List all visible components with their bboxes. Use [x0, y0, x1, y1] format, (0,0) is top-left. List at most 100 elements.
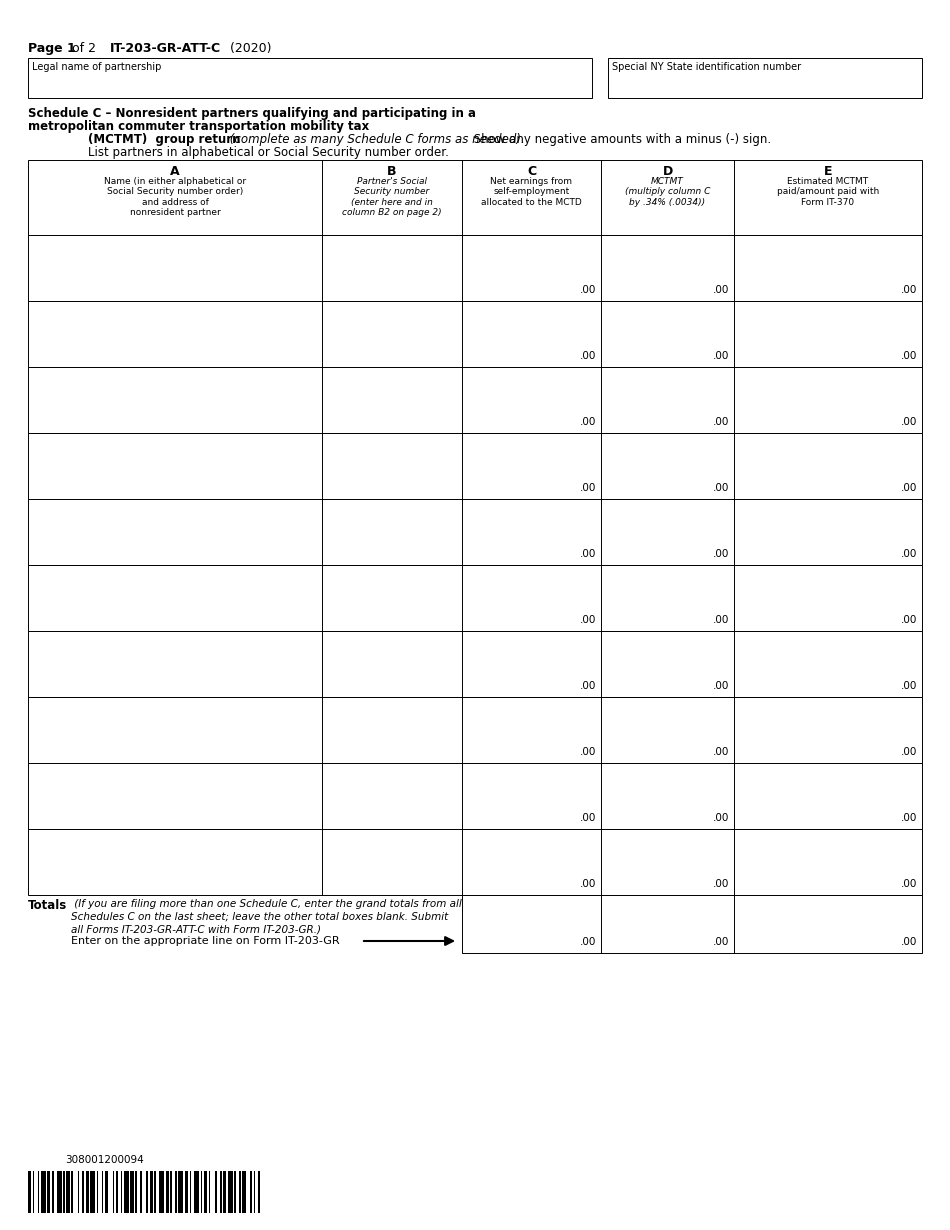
Bar	[28, 367, 922, 433]
Bar	[228, 1171, 233, 1213]
Text: Schedule C – Nonresident partners qualifying and participating in a: Schedule C – Nonresident partners qualif…	[28, 107, 480, 121]
Text: E: E	[824, 165, 832, 178]
Bar	[113, 1171, 114, 1213]
Text: (complete as many Schedule C forms as needed).: (complete as many Schedule C forms as ne…	[226, 133, 524, 146]
Text: B: B	[388, 165, 397, 178]
Bar	[52, 1171, 53, 1213]
Text: C: C	[527, 165, 536, 178]
Bar	[104, 1171, 108, 1213]
Bar	[90, 1171, 95, 1213]
Text: Show any negative amounts with a minus (-) sign.: Show any negative amounts with a minus (…	[470, 133, 771, 146]
Bar	[28, 565, 922, 631]
Bar	[195, 1171, 200, 1213]
Bar	[78, 1171, 79, 1213]
Text: .00: .00	[901, 615, 917, 625]
Text: of 2: of 2	[68, 42, 108, 55]
Text: Special NY State identification number: Special NY State identification number	[612, 62, 801, 73]
Text: IT-203-GR-ATT-C: IT-203-GR-ATT-C	[110, 42, 221, 55]
Text: .00: .00	[580, 813, 596, 823]
Bar	[28, 160, 922, 235]
Bar	[140, 1171, 142, 1213]
Text: .00: .00	[712, 549, 729, 558]
Bar	[97, 1171, 99, 1213]
Bar	[28, 763, 922, 829]
Text: all Forms IT-203-GR-ATT-C with Form IT-203-GR.): all Forms IT-203-GR-ATT-C with Form IT-2…	[71, 925, 321, 935]
Text: A: A	[170, 165, 180, 178]
Bar	[57, 1171, 62, 1213]
Bar	[28, 235, 922, 301]
Text: .00: .00	[712, 351, 729, 360]
Bar	[149, 1171, 153, 1213]
Bar	[41, 1171, 46, 1213]
Text: .00: .00	[712, 615, 729, 625]
Bar	[155, 1171, 156, 1213]
Bar	[28, 697, 922, 763]
Bar	[209, 1171, 210, 1213]
Text: .00: .00	[712, 681, 729, 691]
Bar	[130, 1171, 134, 1213]
Bar	[216, 1171, 217, 1213]
Bar	[235, 1171, 236, 1213]
Text: .00: .00	[580, 937, 596, 947]
Text: .00: .00	[580, 681, 596, 691]
Text: Enter on the appropriate line on Form IT-203-GR: Enter on the appropriate line on Form IT…	[71, 936, 340, 946]
Text: .00: .00	[580, 549, 596, 558]
Bar	[165, 1171, 169, 1213]
Text: (If you are filing more than one Schedule C, enter the grand totals from all: (If you are filing more than one Schedul…	[71, 899, 462, 909]
Text: .00: .00	[580, 351, 596, 360]
Text: .00: .00	[712, 879, 729, 889]
Text: Page 1: Page 1	[28, 42, 76, 55]
Bar	[251, 1171, 252, 1213]
Text: .00: .00	[712, 417, 729, 427]
Bar	[242, 1171, 246, 1213]
Text: Schedules C on the last sheet; leave the other total boxes blank. Submit: Schedules C on the last sheet; leave the…	[71, 911, 448, 922]
Text: .00: .00	[901, 813, 917, 823]
Bar	[254, 1171, 256, 1213]
Bar	[28, 301, 922, 367]
Text: metropolitan commuter transportation mobility tax: metropolitan commuter transportation mob…	[28, 121, 370, 133]
Text: Legal name of partnership: Legal name of partnership	[32, 62, 162, 73]
Text: .00: .00	[901, 549, 917, 558]
Text: .00: .00	[712, 285, 729, 295]
Text: Partner's Social
Security number
(enter here and in
column B2 on page 2): Partner's Social Security number (enter …	[342, 177, 442, 218]
Text: .00: .00	[580, 285, 596, 295]
Text: Estimated MCTMT
paid/amount paid with
Form IT-370: Estimated MCTMT paid/amount paid with Fo…	[777, 177, 879, 207]
Text: (MCTMT)  group return: (MCTMT) group return	[88, 133, 240, 146]
Text: List partners in alphabetical or Social Security number order.: List partners in alphabetical or Social …	[88, 146, 448, 159]
Bar	[48, 1171, 50, 1213]
Bar	[190, 1171, 191, 1213]
Bar	[170, 1171, 172, 1213]
Text: .00: .00	[901, 879, 917, 889]
Bar	[102, 1171, 104, 1213]
Text: .00: .00	[712, 813, 729, 823]
Text: 308001200094: 308001200094	[65, 1155, 143, 1165]
Bar	[462, 895, 922, 953]
Text: Name (in either alphabetical or
Social Security number order)
and address of
non: Name (in either alphabetical or Social S…	[104, 177, 246, 218]
Bar	[179, 1171, 183, 1213]
Bar	[64, 1171, 65, 1213]
Text: .00: .00	[712, 747, 729, 756]
Text: .00: .00	[580, 747, 596, 756]
Bar	[200, 1171, 202, 1213]
Bar	[28, 1171, 31, 1213]
Bar	[175, 1171, 177, 1213]
Bar	[223, 1171, 226, 1213]
Bar	[135, 1171, 137, 1213]
Bar	[66, 1171, 69, 1213]
Bar	[33, 1171, 34, 1213]
Bar	[38, 1171, 39, 1213]
Bar	[28, 58, 592, 98]
Text: .00: .00	[901, 417, 917, 427]
Bar	[86, 1171, 88, 1213]
Text: MCTMT
(multiply column C
by .34% (.0034)): MCTMT (multiply column C by .34% (.0034)…	[625, 177, 711, 207]
Text: .00: .00	[901, 351, 917, 360]
Text: D: D	[662, 165, 673, 178]
Bar	[239, 1171, 240, 1213]
Bar	[220, 1171, 221, 1213]
Text: (2020): (2020)	[226, 42, 272, 55]
Text: .00: .00	[580, 879, 596, 889]
Bar	[71, 1171, 73, 1213]
Text: .00: .00	[901, 747, 917, 756]
Bar	[160, 1171, 164, 1213]
Bar	[28, 631, 922, 697]
